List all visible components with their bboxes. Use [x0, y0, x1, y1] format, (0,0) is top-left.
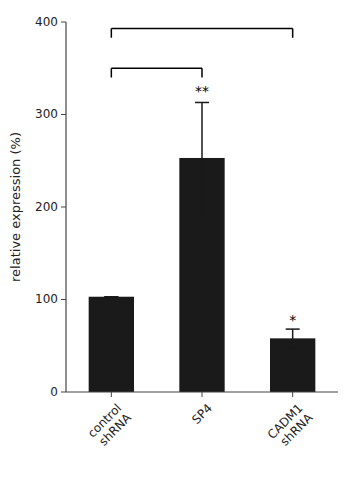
y-tick	[61, 114, 66, 115]
y-axis-line	[65, 22, 66, 392]
bracket-tick	[201, 68, 203, 77]
error-cap	[104, 296, 118, 298]
y-axis: 0 100 200 300 400	[35, 15, 66, 399]
y-tick-label: 200	[35, 200, 58, 214]
bracket	[111, 28, 292, 37]
x-tick-label: SP4	[189, 401, 215, 427]
y-tick-label: 0	[50, 385, 58, 399]
y-tick-label: 300	[35, 107, 58, 121]
x-tick	[111, 392, 112, 397]
bracket-bar	[111, 68, 202, 70]
error-cap	[195, 102, 209, 104]
error-cap	[195, 213, 209, 215]
x-axis: controlshRNA SP4 CADM1shRNA	[85, 392, 316, 452]
y-tick-label: 400	[35, 15, 58, 29]
error-cap	[104, 296, 118, 298]
chart: 0 100 200 300 400 relative expression (%) cont…	[0, 0, 352, 492]
x-tick	[202, 392, 203, 397]
x-tick	[292, 392, 293, 397]
significance-label: *	[289, 312, 296, 328]
x-tick-label-line: shRNA	[278, 410, 316, 448]
bracket	[111, 68, 202, 77]
x-tick-label-line: SP4	[189, 401, 215, 427]
error-bar	[104, 296, 118, 297]
bracket-tick	[111, 68, 113, 77]
error-cap	[286, 328, 300, 330]
y-tick	[61, 299, 66, 300]
y-axis-label: relative expression (%)	[8, 132, 23, 282]
brackets	[111, 28, 292, 77]
bars	[89, 102, 316, 392]
significance-label: **	[195, 83, 209, 99]
bracket-tick	[111, 28, 113, 37]
error-line	[292, 329, 294, 348]
error-bar	[286, 329, 300, 348]
x-tick-label: controlshRNA	[85, 400, 135, 450]
bar	[89, 297, 134, 392]
y-tick	[61, 392, 66, 393]
bracket-bar	[111, 28, 292, 30]
y-tick-label: 100	[35, 292, 58, 306]
error-line	[201, 102, 203, 213]
error-cap	[286, 347, 300, 349]
bracket-tick	[292, 28, 294, 37]
x-tick-label-line: shRNA	[96, 410, 134, 448]
x-tick-label: CADM1shRNA	[265, 400, 316, 451]
error-bar	[195, 102, 209, 213]
y-tick	[61, 207, 66, 208]
y-tick	[61, 22, 66, 23]
